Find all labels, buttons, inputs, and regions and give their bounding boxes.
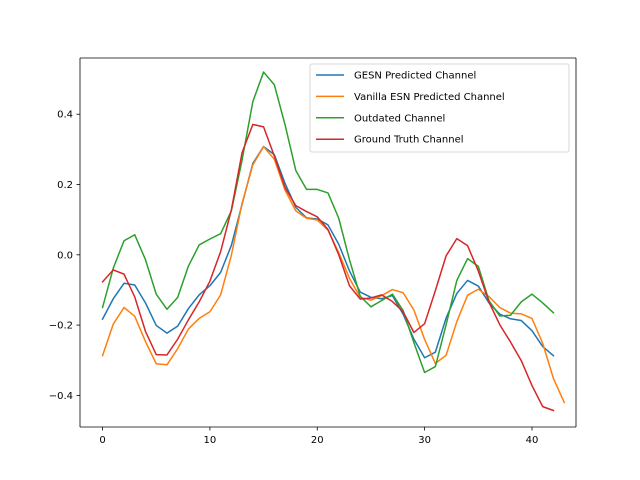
legend-label-3: Ground Truth Channel	[354, 135, 464, 146]
x-tick-label: 30	[418, 435, 431, 446]
legend-label-1: Vanilla ESN Predicted Channel	[354, 92, 505, 103]
legend: GESN Predicted Channel Vanilla ESN Predic…	[309, 63, 570, 153]
y-tick-label: 0.0	[57, 250, 73, 261]
series-line-2	[101, 71, 555, 374]
x-tick-label: 20	[311, 435, 324, 446]
series-line-0	[101, 145, 555, 359]
y-tick-label: −0.4	[49, 391, 73, 402]
legend-label-0: GESN Predicted Channel	[354, 71, 476, 82]
series-line-3	[101, 123, 555, 412]
y-axis-ticks: −0.4 −0.2 0.0 0.2 0.4	[49, 110, 80, 402]
y-tick-label: −0.2	[49, 321, 73, 332]
axes-frame	[79, 57, 577, 428]
legend-label-2: Outdated Channel	[354, 113, 445, 124]
x-axis-ticks: 0 10 20 30 40	[99, 427, 538, 446]
x-tick-label: 0	[99, 435, 105, 446]
x-tick-label: 40	[526, 435, 539, 446]
x-tick-label: 10	[204, 435, 217, 446]
y-tick-label: 0.2	[57, 180, 73, 191]
series-layer	[101, 71, 566, 412]
y-tick-label: 0.4	[57, 110, 73, 121]
legend-box	[309, 63, 570, 153]
